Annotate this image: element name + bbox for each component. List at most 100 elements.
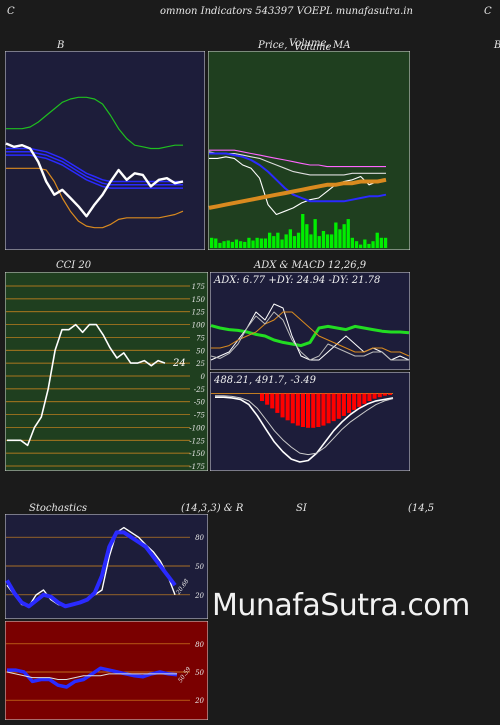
- macd-histogram-bar: [275, 393, 280, 413]
- cci-chart: 175 150 125 100 75 50 25 0 -25 -50 -75 -100 -125 -150…: [5, 272, 208, 471]
- macd-histogram-bar: [387, 393, 392, 395]
- stochastics-params: (14,3,3) & R: [181, 503, 244, 514]
- price-ma-blue-line: [209, 152, 387, 203]
- cci-line: [7, 323, 166, 447]
- stochastics-title: Stochastics: [29, 503, 87, 514]
- header-left-letter: C: [7, 6, 15, 17]
- rsi-tick-label: 80: [195, 641, 204, 649]
- macd-histogram-bar: [265, 393, 270, 405]
- volume-bar: [313, 219, 317, 248]
- volume-bar: [247, 237, 251, 248]
- volume-bar: [363, 239, 367, 248]
- bollinger-title: B: [57, 40, 65, 51]
- price-title-overlap-b: Volume: [294, 42, 332, 53]
- right-edge-letter: B: [494, 40, 500, 51]
- macd-histogram-bar: [290, 393, 295, 424]
- adx-chart: ADX: 6.77 +DY: 24.94 -DY: 21.78: [210, 272, 410, 370]
- volume-bar: [342, 224, 346, 248]
- cci-title: CCI 20: [56, 260, 92, 271]
- brand-watermark: MunafaSutra.com: [212, 588, 470, 623]
- cci-tick-label: 125: [192, 309, 206, 317]
- cci-tick-label: -25: [194, 386, 206, 394]
- macd-histogram-bar: [382, 393, 387, 396]
- macd-histogram-bar: [306, 393, 311, 428]
- volume-bar: [379, 237, 383, 248]
- macd-histogram-bar: [270, 393, 275, 409]
- price-ma-orange-line: [208, 177, 387, 210]
- volume-bar: [280, 239, 284, 248]
- stochastics-%D-line: [5, 530, 177, 609]
- price-title: Price,: [258, 40, 288, 51]
- volume-bar: [222, 241, 226, 248]
- bollinger-background: [5, 51, 205, 250]
- volume-bar: [272, 236, 276, 248]
- macd-macd-line: [215, 396, 394, 463]
- macd-histogram-bar: [357, 393, 362, 407]
- volume-bar: [309, 234, 313, 248]
- volume-bar: [338, 229, 342, 248]
- macd-histogram-bar: [321, 393, 326, 426]
- volume-bar: [375, 232, 379, 248]
- volume-bar: [276, 232, 280, 248]
- adx-background: [210, 272, 410, 370]
- page-title: ommon Indicators 543397 VOEPL munafasutr…: [160, 6, 413, 17]
- macd-histogram-bar: [372, 393, 377, 399]
- cci-tick-label: 25: [195, 360, 205, 368]
- price-volume-chart: [208, 51, 410, 250]
- macd-chart: 488.21, 491.7, -3.49: [210, 372, 410, 471]
- adx-macd-title: ADX & MACD 12,26,9: [254, 260, 367, 271]
- volume-bar: [218, 242, 222, 248]
- volume-bar: [226, 240, 230, 248]
- bollinger-lower-line: [6, 167, 184, 229]
- bollinger-chart: [5, 51, 205, 250]
- rsi-mrsi-line: [6, 671, 177, 680]
- cci-tick-label: 75: [196, 334, 205, 342]
- cci-last-value: 24: [172, 358, 186, 369]
- macd-histogram-bar: [316, 393, 321, 427]
- volume-bar: [239, 241, 243, 248]
- volume-bar: [268, 232, 272, 248]
- price-ma-magenta-line: [209, 149, 386, 168]
- macd-histogram-bar: [347, 393, 352, 413]
- rsi-params: (14,5: [408, 503, 435, 514]
- volume-bar: [288, 229, 292, 248]
- cci-tick-label: 0: [201, 373, 206, 381]
- macd-histogram-bar: [285, 393, 290, 421]
- bollinger-upper-line: [6, 96, 183, 150]
- price-title-tail: MA: [333, 40, 351, 51]
- macd-histogram-bar: [326, 393, 331, 424]
- cci-tick-label: 100: [192, 322, 206, 330]
- volume-bar: [321, 231, 326, 248]
- volume-bar: [325, 234, 330, 248]
- adx-title: ADX: 6.77 +DY: 24.94 -DY: 21.78: [213, 275, 380, 286]
- volume-bar: [210, 237, 214, 248]
- volume-bar: [334, 222, 338, 248]
- macd-histogram-bar: [280, 393, 285, 418]
- volume-bar: [346, 219, 350, 248]
- cci-tick-label: -150: [189, 450, 205, 458]
- header-right-letter: C: [484, 6, 492, 17]
- cci-tick-label: -50: [194, 399, 206, 407]
- volume-bar: [259, 238, 263, 248]
- macd-histogram-bar: [367, 393, 372, 401]
- cci-background: [5, 272, 208, 471]
- stochastics-tick-label: 20: [194, 592, 204, 600]
- volume-bar: [354, 241, 359, 248]
- macd-histogram-bar: [336, 393, 341, 419]
- macd-histogram-bar: [377, 393, 382, 398]
- adx-dx-line: [210, 311, 409, 361]
- macd-histogram-bar: [311, 393, 316, 428]
- cci-tick-label: -75: [194, 412, 206, 420]
- macd-histogram-bar: [362, 393, 367, 404]
- volume-bar: [243, 241, 247, 248]
- volume-bar: [292, 236, 297, 248]
- macd-histogram-bar: [295, 393, 300, 426]
- volume-bar: [371, 241, 375, 248]
- rsi-title: SI: [296, 503, 307, 514]
- macd-title: 488.21, 491.7, -3.49: [213, 375, 317, 386]
- volume-bar: [214, 238, 218, 248]
- cci-tick-label: -100: [189, 424, 205, 432]
- volume-bar: [359, 244, 363, 248]
- macd-histogram-bar: [352, 393, 357, 410]
